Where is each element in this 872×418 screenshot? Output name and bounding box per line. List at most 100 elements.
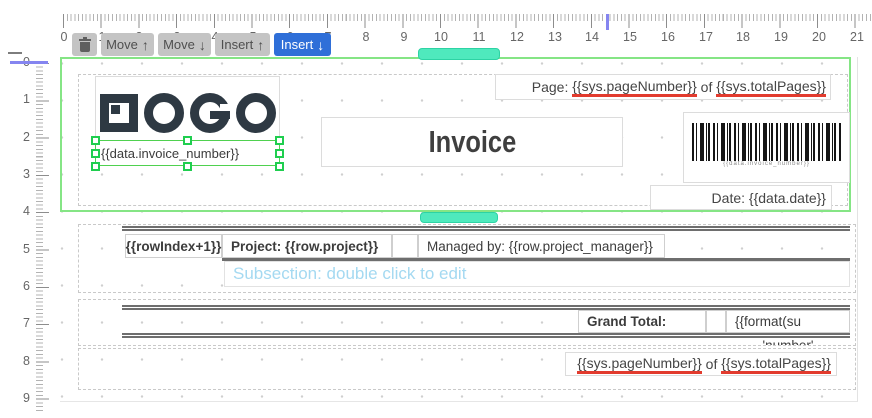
- vruler-label: 8: [23, 354, 30, 368]
- table-top-border: [122, 226, 850, 231]
- vruler-label: 4: [23, 204, 30, 218]
- formula-text: {{format(su: [735, 314, 802, 329]
- horizontal-ruler: [62, 14, 872, 28]
- insert-down-button[interactable]: Insert ↓: [274, 33, 331, 56]
- vertical-ruler: [36, 57, 49, 413]
- selection-handle-e[interactable]: [275, 149, 284, 158]
- vruler-cursor-marker: [10, 61, 48, 64]
- hruler-label: 20: [812, 30, 826, 44]
- vruler-label: 1: [23, 92, 30, 106]
- selection-handle-sw[interactable]: [91, 162, 100, 171]
- project-text: Project: {{row.project}}: [231, 238, 379, 254]
- selection-handle-nw[interactable]: [91, 136, 100, 145]
- band-resize-handle-bottom[interactable]: [420, 212, 498, 223]
- barcode-image: [692, 123, 841, 161]
- arrow-down-icon: ↓: [198, 36, 206, 53]
- invoice-number-text: {{data.invoice_number}}: [101, 145, 240, 161]
- barcode-caption-text: {{data.invoice_number}}: [723, 161, 810, 167]
- selection-handle-w[interactable]: [91, 149, 100, 158]
- invoice-title-element[interactable]: Invoice: [321, 117, 623, 167]
- vruler-label: 6: [23, 279, 30, 293]
- formula-clipped-line: 'number': [726, 338, 850, 345]
- insert-up-label: Insert: [220, 37, 254, 52]
- date-element[interactable]: Date: {{data.date}}: [650, 185, 832, 210]
- selection-handle-s[interactable]: [183, 162, 192, 171]
- hruler-label: 11: [472, 30, 486, 44]
- ruler-corner-mark: [8, 52, 22, 54]
- vruler-label: 3: [23, 167, 30, 181]
- logo-g-glyph: [189, 93, 230, 133]
- hruler-label: 12: [510, 30, 524, 44]
- hruler-label: 0: [60, 30, 68, 44]
- hruler-label: 13: [548, 30, 562, 44]
- manager-text: Managed by: {{row.project_manager}}: [427, 238, 653, 254]
- page-number-placeholder: {{sys.pageNumber}}: [577, 355, 702, 374]
- total-top-border: [122, 305, 850, 310]
- invoice-number-element-selected[interactable]: {{data.invoice_number}}: [95, 140, 280, 166]
- insert-down-label: Insert: [280, 37, 314, 52]
- manager-cell[interactable]: Managed by: {{row.project_manager}}: [418, 234, 665, 258]
- subsection-placeholder-text: Subsection: double click to edit: [233, 264, 467, 283]
- arrow-up-icon: ↑: [141, 36, 149, 53]
- hruler-label: 10: [434, 30, 448, 44]
- row-bottom-border: [222, 258, 850, 261]
- grand-total-formula-cell[interactable]: {{format(su: [726, 310, 850, 333]
- hruler-label: 4: [205, 30, 225, 44]
- arrow-up-icon: ↑: [257, 36, 265, 53]
- hruler-label: 15: [623, 30, 637, 44]
- vruler-label: 2: [23, 130, 30, 144]
- row-index-cell[interactable]: {{rowIndex+1}}: [125, 234, 222, 258]
- hruler-label: 9: [400, 30, 408, 44]
- hruler-label: 8: [362, 30, 370, 44]
- hruler-label: 16: [661, 30, 675, 44]
- total-band-outline[interactable]: [78, 299, 856, 346]
- insert-up-button[interactable]: Insert ↑: [215, 33, 270, 56]
- grand-total-text: Grand Total:: [587, 314, 667, 329]
- footer-band-outline[interactable]: [78, 348, 856, 390]
- footer-page-number-element[interactable]: {{sys.pageNumber}} of {{sys.totalPages}}: [565, 352, 837, 376]
- empty-cell[interactable]: [706, 310, 726, 333]
- hruler-label: 18: [736, 30, 750, 44]
- move-up-label: Move: [106, 37, 138, 52]
- total-bottom-border: [122, 333, 850, 338]
- page-of-text: of: [696, 79, 717, 95]
- logo-image-element[interactable]: [95, 76, 280, 150]
- selection-handle-se[interactable]: [275, 162, 284, 171]
- logo-square-glyph: [99, 94, 138, 132]
- total-pages-placeholder: {{sys.totalPages}}: [716, 78, 826, 97]
- hruler-label: 14: [585, 30, 599, 44]
- detail-band-outline[interactable]: [78, 224, 856, 293]
- page-number-placeholder: {{sys.pageNumber}}: [572, 78, 697, 97]
- report-page-canvas[interactable]: Page: {{sys.pageNumber}} of {{sys.totalP…: [60, 57, 858, 402]
- barcode-element[interactable]: {{data.invoice_number}}: [683, 112, 850, 183]
- subsection-element[interactable]: Subsection: double click to edit: [224, 261, 850, 287]
- header-page-number-element[interactable]: Page: {{sys.pageNumber}} of {{sys.totalP…: [495, 74, 831, 100]
- hruler-cursor-marker: [606, 14, 609, 30]
- hruler-label: 17: [699, 30, 713, 44]
- selection-handle-n[interactable]: [183, 136, 192, 145]
- logo-o-glyph: [235, 93, 276, 133]
- grand-total-label-cell[interactable]: Grand Total:: [578, 310, 706, 333]
- vruler-label: 9: [23, 391, 30, 405]
- logo-graphic: [96, 77, 279, 149]
- selection-handle-ne[interactable]: [275, 136, 284, 145]
- move-up-button[interactable]: Move ↑: [101, 33, 154, 56]
- vruler-label: 5: [23, 242, 30, 256]
- invoice-title-text: Invoice: [428, 124, 516, 159]
- row-index-text: {{rowIndex+1}}: [125, 238, 222, 254]
- date-text: Date: {{data.date}}: [711, 189, 826, 206]
- band-resize-handle-top[interactable]: [418, 48, 500, 60]
- delete-band-button[interactable]: [72, 33, 97, 56]
- hruler-label: 21: [850, 30, 864, 44]
- total-pages-placeholder: {{sys.totalPages}}: [721, 355, 831, 374]
- logo-o-glyph: [143, 93, 184, 133]
- page-of-text: of: [701, 356, 722, 372]
- page-prefix-text: Page:: [531, 79, 573, 95]
- arrow-down-icon: ↓: [317, 36, 325, 53]
- trash-icon: [78, 36, 91, 52]
- project-cell[interactable]: Project: {{row.project}}: [222, 234, 392, 258]
- move-down-button[interactable]: Move ↓: [158, 33, 211, 56]
- empty-cell[interactable]: [392, 234, 418, 258]
- vruler-label: 7: [23, 316, 30, 330]
